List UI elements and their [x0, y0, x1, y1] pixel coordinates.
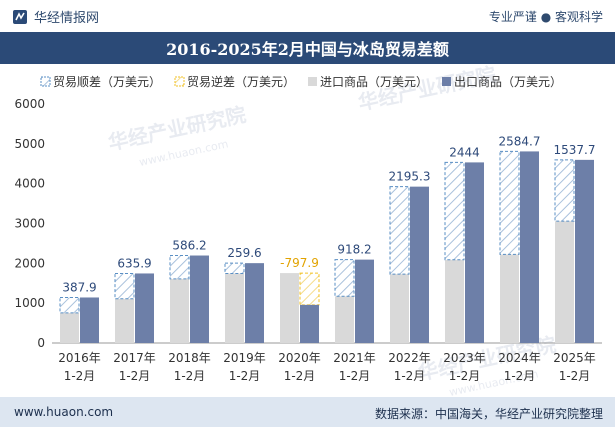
brand-logo-icon	[13, 9, 27, 24]
export-bar	[245, 263, 264, 343]
x-tick-label: 2017年	[113, 351, 156, 365]
legend-swatch-surplus	[40, 76, 51, 87]
y-tick-label: 4000	[14, 177, 45, 191]
import-bar	[555, 221, 574, 343]
balance-data-label: 586.2	[172, 239, 206, 253]
export-bar	[80, 297, 99, 343]
watermark: 华经产业研究院 华经产业研究院 华经产业研究院 www.huaon.com ww…	[106, 62, 558, 399]
balance-data-label: 2444	[449, 145, 480, 159]
y-tick-label: 2000	[14, 256, 45, 270]
balance-data-label: -797.9	[280, 256, 319, 270]
import-bar	[280, 273, 299, 343]
x-axis: 2016年 1-2月 2017年 1-2月 2018年 1-2月 2019年 1-2月 2020…	[58, 351, 596, 383]
balance-data-label: 2584.7	[499, 134, 541, 148]
legend-swatch-import	[308, 77, 317, 86]
balance-data-label: 635.9	[117, 256, 151, 270]
brand[interactable]: 华经情报网	[12, 7, 99, 26]
y-tick-label: 5000	[14, 137, 45, 151]
y-tick-label: 3000	[14, 217, 45, 231]
x-tick-label: 1-2月	[339, 369, 371, 383]
legend-label-surplus: 贸易顺差（万美元）	[53, 75, 161, 89]
balance-data-label: 259.6	[227, 246, 261, 260]
trade-surplus-bar	[334, 259, 355, 297]
top-bar: 华经情报网 专业严谨 ● 客观科学	[0, 0, 615, 32]
trade-surplus-bar	[444, 161, 465, 261]
x-tick-label: 2024年	[498, 351, 541, 365]
import-bar	[115, 298, 134, 343]
export-bar	[135, 273, 154, 343]
import-bar	[225, 273, 244, 343]
legend: 贸易顺差（万美元） 贸易逆差（万美元） 进口商品（万美元） 出口商品（万美元）	[40, 74, 562, 89]
x-tick-label: 2023年	[443, 351, 486, 365]
balance-data-label: 918.2	[337, 243, 371, 257]
trade-surplus-bar	[59, 296, 80, 314]
y-tick-label: 0	[37, 336, 45, 350]
trade-surplus-bar	[169, 255, 190, 280]
tagline: 专业严谨 ● 客观科学	[488, 10, 603, 24]
bars: 387.9 635.9 586.2 259.6 -797.9 918.2 2195.3 244…	[59, 134, 596, 343]
trade-surplus-bar	[554, 159, 575, 222]
export-bar	[410, 186, 429, 343]
legend-label-export: 出口商品（万美元）	[454, 74, 562, 89]
y-tick-label: 1000	[14, 296, 45, 310]
x-tick-label: 2021年	[333, 351, 376, 365]
legend-swatch-deficit	[174, 76, 185, 87]
chart-title: 2016-2025年2月中国与冰岛贸易差额	[166, 40, 449, 59]
x-tick-label: 1-2月	[504, 369, 536, 383]
x-tick-label: 2025年	[553, 351, 596, 365]
x-tick-label: 1-2月	[449, 369, 481, 383]
import-bar	[60, 312, 79, 343]
x-tick-label: 2018年	[168, 351, 211, 365]
x-tick-label: 2020年	[278, 351, 321, 365]
balance-data-label: 387.9	[62, 280, 96, 294]
balance-data-label: 1537.7	[554, 143, 596, 157]
y-tick-label: 6000	[14, 97, 45, 111]
import-bar	[445, 259, 464, 343]
legend-label-import: 进口商品（万美元）	[320, 74, 428, 89]
export-bar	[465, 162, 484, 343]
trade-deficit-bar	[299, 272, 320, 306]
x-tick-label: 2019年	[223, 351, 266, 365]
trade-surplus-bar	[114, 272, 135, 300]
export-bar	[190, 255, 209, 343]
x-tick-label: 1-2月	[174, 369, 206, 383]
x-tick-label: 1-2月	[559, 369, 591, 383]
trade-surplus-bar	[224, 262, 245, 274]
x-tick-label: 1-2月	[394, 369, 426, 383]
export-bar	[575, 159, 594, 343]
footer: www.huaon.com 数据来源：中国海关，华经产业研究院整理	[0, 397, 615, 427]
trade-surplus-bar	[389, 186, 410, 275]
import-bar	[390, 274, 409, 343]
footer-website[interactable]: www.huaon.com	[14, 405, 114, 419]
x-tick-label: 1-2月	[284, 369, 316, 383]
export-bar	[520, 151, 539, 343]
export-bar	[355, 259, 374, 343]
x-tick-label: 1-2月	[64, 369, 96, 383]
trade-surplus-bar	[499, 150, 520, 255]
x-tick-label: 2022年	[388, 351, 431, 365]
legend-swatch-export	[442, 77, 451, 86]
x-tick-label: 1-2月	[119, 369, 151, 383]
balance-data-label: 2195.3	[389, 170, 431, 184]
import-bar	[335, 296, 354, 343]
chart-title-bar: 2016-2025年2月中国与冰岛贸易差额	[0, 32, 615, 64]
x-tick-label: 2016年	[58, 351, 101, 365]
import-bar	[500, 254, 519, 343]
footer-source: 数据来源：中国海关，华经产业研究院整理	[374, 407, 603, 421]
x-tick-label: 1-2月	[229, 369, 261, 383]
brand-name: 华经情报网	[34, 11, 100, 26]
export-bar	[300, 304, 319, 343]
import-bar	[170, 278, 189, 343]
legend-label-deficit: 贸易逆差（万美元）	[187, 74, 295, 89]
